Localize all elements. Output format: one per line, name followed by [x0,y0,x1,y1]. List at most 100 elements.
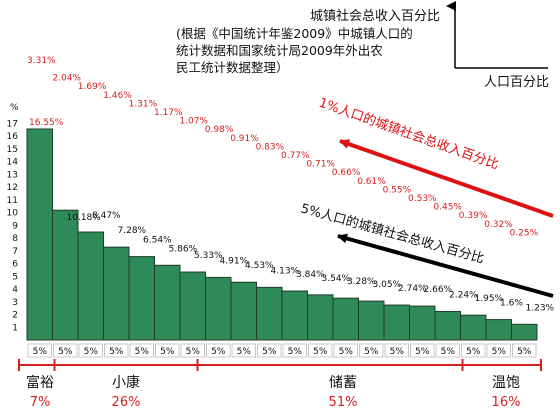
bar-8 [205,276,232,341]
one-percent-label: 3.31% [27,56,56,66]
y-tick-label: 13 [7,170,18,180]
bar-value-label: 3.84% [296,270,325,280]
bar-value-label: 4.13% [271,266,300,276]
bar-value-label: 5.33% [194,251,223,261]
bar-16 [409,305,436,341]
bar-value-label: 10.18% [67,213,102,223]
one-percent-label: 0.77% [281,151,310,161]
x-category-box [435,343,460,358]
bar-20 [511,323,538,341]
x-category-box [410,343,435,358]
one-percent-label: 0.66% [332,168,361,178]
x-category-label: 5% [313,347,328,357]
group-name: 富裕 [26,374,54,391]
x-category-label: 5% [109,347,124,357]
bar-value-label: 2.24% [449,290,478,300]
x-category-label: 5% [517,347,532,357]
x-category-box [231,343,256,358]
x-category-box [104,343,129,358]
y-tick-label: 6 [12,260,18,270]
x-category-label: 5% [58,347,73,357]
one-percent-label: 1.17% [154,108,183,118]
one-percent-label: 1.46% [103,91,132,101]
bar-10 [256,286,283,341]
group-name: 温饱 [492,375,520,391]
x-category-box [53,343,78,358]
y-tick-label: 11 [7,196,18,206]
black-arrow [337,233,554,298]
x-category-label: 5% [186,347,201,357]
y-tick-label: 5 [12,272,18,282]
bar-value-label: 5.86% [169,244,198,254]
x-category-label: 5% [466,347,481,357]
bar-4 [103,246,130,341]
y-tick-label: 7 [12,247,18,257]
bar-12 [307,294,334,341]
bar-1 [26,128,53,341]
y-tick-label: 4 [12,285,18,295]
source-note-line-3: 民工统计数据整理） [176,60,289,75]
x-category-box [333,343,358,358]
bar-6 [154,264,181,341]
y-tick-label: 17 [7,119,18,129]
bar-value-label: 2.66% [424,285,453,295]
x-category-box [461,343,486,358]
x-category-label: 5% [364,347,379,357]
one-percent-label: 0.83% [256,142,285,152]
one-percent-label: 1.07% [179,117,208,127]
x-category-label: 5% [390,347,405,357]
x-category-label: 5% [288,347,303,357]
x-category-label: 5% [84,347,99,357]
x-category-label: 5% [33,347,48,357]
group-percent: 26% [112,395,141,410]
one-percent-label: 0.32% [484,220,513,230]
bar-17 [434,310,461,341]
bar-value-label: 3.54% [322,274,351,284]
source-note-line-2: 统计数据和国家统计局2009年外出农 [176,43,383,58]
group-name: 小康 [112,374,140,391]
x-category-box [512,343,537,358]
y-tick-label: 9 [12,221,18,231]
x-category-label: 5% [262,347,277,357]
red-arrow-label: 1%人口的城镇社会总收入百分比 [317,95,501,173]
x-category-label: 5% [237,347,252,357]
bar-11 [281,290,308,341]
bar-value-label: 2.74% [398,284,427,294]
bar-7 [179,271,206,341]
x-category-box [282,343,307,358]
x-category-box [155,343,180,358]
x-category-box [257,343,282,358]
bar-value-label: 7.28% [118,226,147,236]
bar-value-label: 16.55% [29,118,64,128]
x-axis-title: 人口百分比 [484,75,549,90]
x-category-box [308,343,333,358]
source-note-line-1: (根据《中国统计年鉴2009》中城镇人口的 [176,26,413,41]
axis-legend: 城镇社会总收入百分比 人口百分比 [310,1,549,90]
one-percent-label: 0.45% [433,203,462,213]
y-unit-label: % [10,103,19,113]
bar-value-label: 6.54% [143,236,172,246]
y-tick-label: 15 [7,145,18,155]
group-percent: 51% [329,395,358,410]
x-category-label: 5% [160,347,175,357]
bar-value-label: 1.23% [526,303,555,313]
bar-value-labels: 16.55% 10.18%8.47% 7.28%6.54%5.86%5.33%4.9… [29,118,555,313]
y-tick-label: 3 [12,298,18,308]
x-category-label: 5% [492,347,507,357]
group-percent: 7% [30,395,51,410]
x-category-label: 5% [211,347,226,357]
bar-value-label: 8.47% [92,211,121,221]
one-percent-label: 0.91% [230,134,259,144]
y-tick-label: 2 [12,311,18,321]
x-category-box [486,343,511,358]
one-percent-label: 0.53% [408,194,437,204]
group-percent: 16% [492,395,521,410]
x-category-label: 5% [441,347,456,357]
x-category-box [129,343,154,358]
bars [26,128,538,341]
y-tick-label: 14 [7,158,19,168]
y-tick-label: 12 [7,183,18,193]
one-percent-label: 1.31% [129,99,158,109]
x-category-box [359,343,384,358]
